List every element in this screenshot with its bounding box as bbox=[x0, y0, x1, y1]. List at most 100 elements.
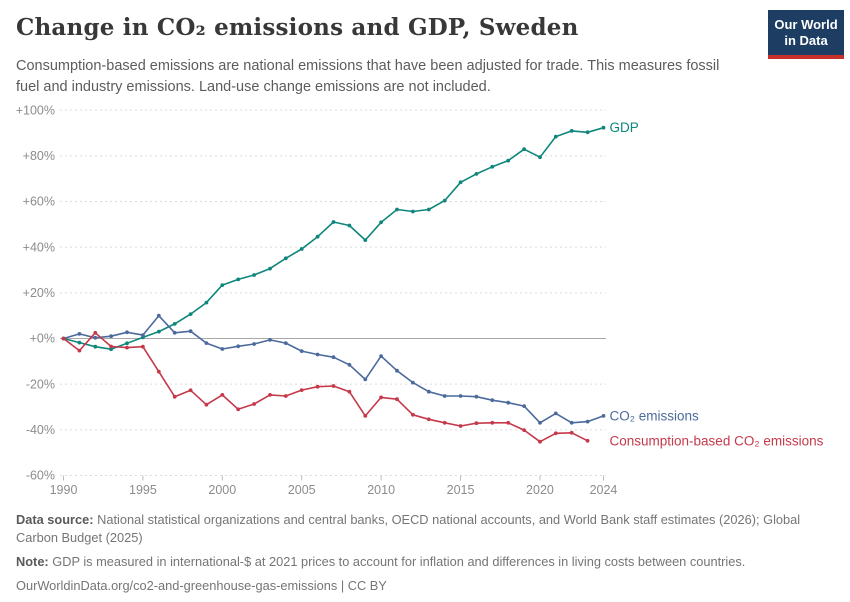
series-point[interactable] bbox=[553, 431, 558, 436]
series-point[interactable] bbox=[395, 368, 399, 373]
series-point[interactable] bbox=[474, 172, 479, 176]
series-point[interactable] bbox=[141, 333, 145, 337]
series-point[interactable] bbox=[411, 209, 415, 214]
series-point[interactable] bbox=[77, 348, 82, 353]
series-point[interactable] bbox=[141, 344, 145, 349]
series-point[interactable] bbox=[426, 207, 431, 212]
series-point[interactable] bbox=[490, 164, 495, 169]
series-point[interactable] bbox=[188, 388, 193, 393]
series-point[interactable] bbox=[347, 389, 352, 394]
series-point[interactable] bbox=[268, 338, 272, 342]
series-point[interactable] bbox=[77, 340, 82, 345]
series-point[interactable] bbox=[283, 394, 288, 398]
series-point[interactable] bbox=[125, 341, 129, 346]
series-point[interactable] bbox=[204, 402, 209, 407]
series-point[interactable] bbox=[585, 419, 590, 424]
series-point[interactable] bbox=[379, 395, 383, 400]
series-point[interactable] bbox=[204, 341, 209, 345]
series-line-gdp[interactable] bbox=[63, 126, 604, 351]
series-point[interactable] bbox=[188, 312, 193, 316]
series-point[interactable] bbox=[283, 256, 288, 261]
series-point[interactable] bbox=[553, 411, 558, 416]
series-point[interactable] bbox=[93, 344, 98, 349]
series-point[interactable] bbox=[601, 414, 606, 418]
series-point[interactable] bbox=[236, 407, 241, 412]
series-point[interactable] bbox=[442, 420, 447, 425]
series-point[interactable] bbox=[490, 420, 495, 425]
series-point[interactable] bbox=[395, 397, 399, 402]
series-point[interactable] bbox=[156, 369, 161, 374]
series-point[interactable] bbox=[331, 220, 336, 224]
series-point[interactable] bbox=[220, 347, 225, 351]
series-point[interactable] bbox=[538, 155, 542, 160]
series-point[interactable] bbox=[379, 354, 383, 358]
series-point[interactable] bbox=[109, 344, 113, 349]
series-point[interactable] bbox=[331, 355, 336, 360]
series-point[interactable] bbox=[474, 394, 479, 399]
series-point[interactable] bbox=[363, 377, 368, 382]
series-point[interactable] bbox=[299, 247, 304, 251]
series-point[interactable] bbox=[411, 412, 415, 417]
series-point[interactable] bbox=[585, 130, 590, 135]
series-point[interactable] bbox=[299, 388, 304, 392]
series-point[interactable] bbox=[156, 313, 161, 318]
series-point[interactable] bbox=[569, 129, 574, 133]
owid-logo[interactable]: Our World in Data bbox=[768, 10, 844, 59]
series-point[interactable] bbox=[474, 421, 479, 426]
citation-link[interactable]: OurWorldinData.org/co2-and-greenhouse-ga… bbox=[16, 578, 338, 594]
series-line-consumption-based-co-emissions[interactable] bbox=[63, 331, 588, 443]
series-point[interactable] bbox=[172, 330, 177, 335]
series-point[interactable] bbox=[522, 428, 526, 432]
series-point[interactable] bbox=[268, 393, 272, 397]
series-point[interactable] bbox=[252, 342, 256, 346]
series-point[interactable] bbox=[601, 125, 606, 130]
series-point[interactable] bbox=[252, 273, 256, 277]
series-point[interactable] bbox=[426, 417, 431, 422]
series-point[interactable] bbox=[77, 332, 82, 336]
series-point[interactable] bbox=[553, 134, 558, 139]
series-point[interactable] bbox=[347, 362, 352, 367]
series-point[interactable] bbox=[442, 198, 447, 203]
series-point[interactable] bbox=[125, 330, 129, 335]
series-point[interactable] bbox=[204, 300, 209, 305]
series-point[interactable] bbox=[299, 349, 304, 353]
series-point[interactable] bbox=[236, 277, 241, 282]
series-point[interactable] bbox=[506, 158, 511, 163]
series-point[interactable] bbox=[93, 335, 98, 340]
series-point[interactable] bbox=[156, 329, 161, 334]
series-point[interactable] bbox=[172, 322, 177, 326]
series-point[interactable] bbox=[236, 344, 241, 349]
series-point[interactable] bbox=[125, 345, 129, 350]
series-point[interactable] bbox=[458, 424, 463, 428]
series-point[interactable] bbox=[490, 398, 495, 403]
series-point[interactable] bbox=[538, 439, 542, 444]
series-point[interactable] bbox=[585, 438, 590, 443]
series-point[interactable] bbox=[363, 238, 368, 243]
series-point[interactable] bbox=[315, 352, 320, 357]
series-point[interactable] bbox=[426, 389, 431, 394]
series-point[interactable] bbox=[442, 394, 447, 398]
series-point[interactable] bbox=[315, 234, 320, 239]
series-point[interactable] bbox=[411, 380, 415, 385]
series-point[interactable] bbox=[109, 347, 113, 352]
series-point[interactable] bbox=[61, 336, 66, 341]
series-point[interactable] bbox=[220, 283, 225, 287]
series-point[interactable] bbox=[331, 384, 336, 388]
series-point[interactable] bbox=[379, 220, 383, 225]
series-point[interactable] bbox=[569, 430, 574, 435]
series-point[interactable] bbox=[109, 334, 113, 339]
series-point[interactable] bbox=[93, 330, 98, 335]
series-point[interactable] bbox=[268, 266, 272, 271]
series-point[interactable] bbox=[347, 223, 352, 228]
series-point[interactable] bbox=[395, 207, 399, 212]
series-point[interactable] bbox=[506, 420, 511, 425]
series-point[interactable] bbox=[220, 393, 225, 397]
series-point[interactable] bbox=[522, 147, 526, 152]
series-point[interactable] bbox=[458, 180, 463, 185]
series-point[interactable] bbox=[252, 402, 256, 406]
series-point[interactable] bbox=[283, 341, 288, 345]
series-point[interactable] bbox=[569, 420, 574, 425]
series-point[interactable] bbox=[188, 329, 193, 334]
series-point[interactable] bbox=[522, 404, 526, 408]
series-point[interactable] bbox=[172, 394, 177, 399]
